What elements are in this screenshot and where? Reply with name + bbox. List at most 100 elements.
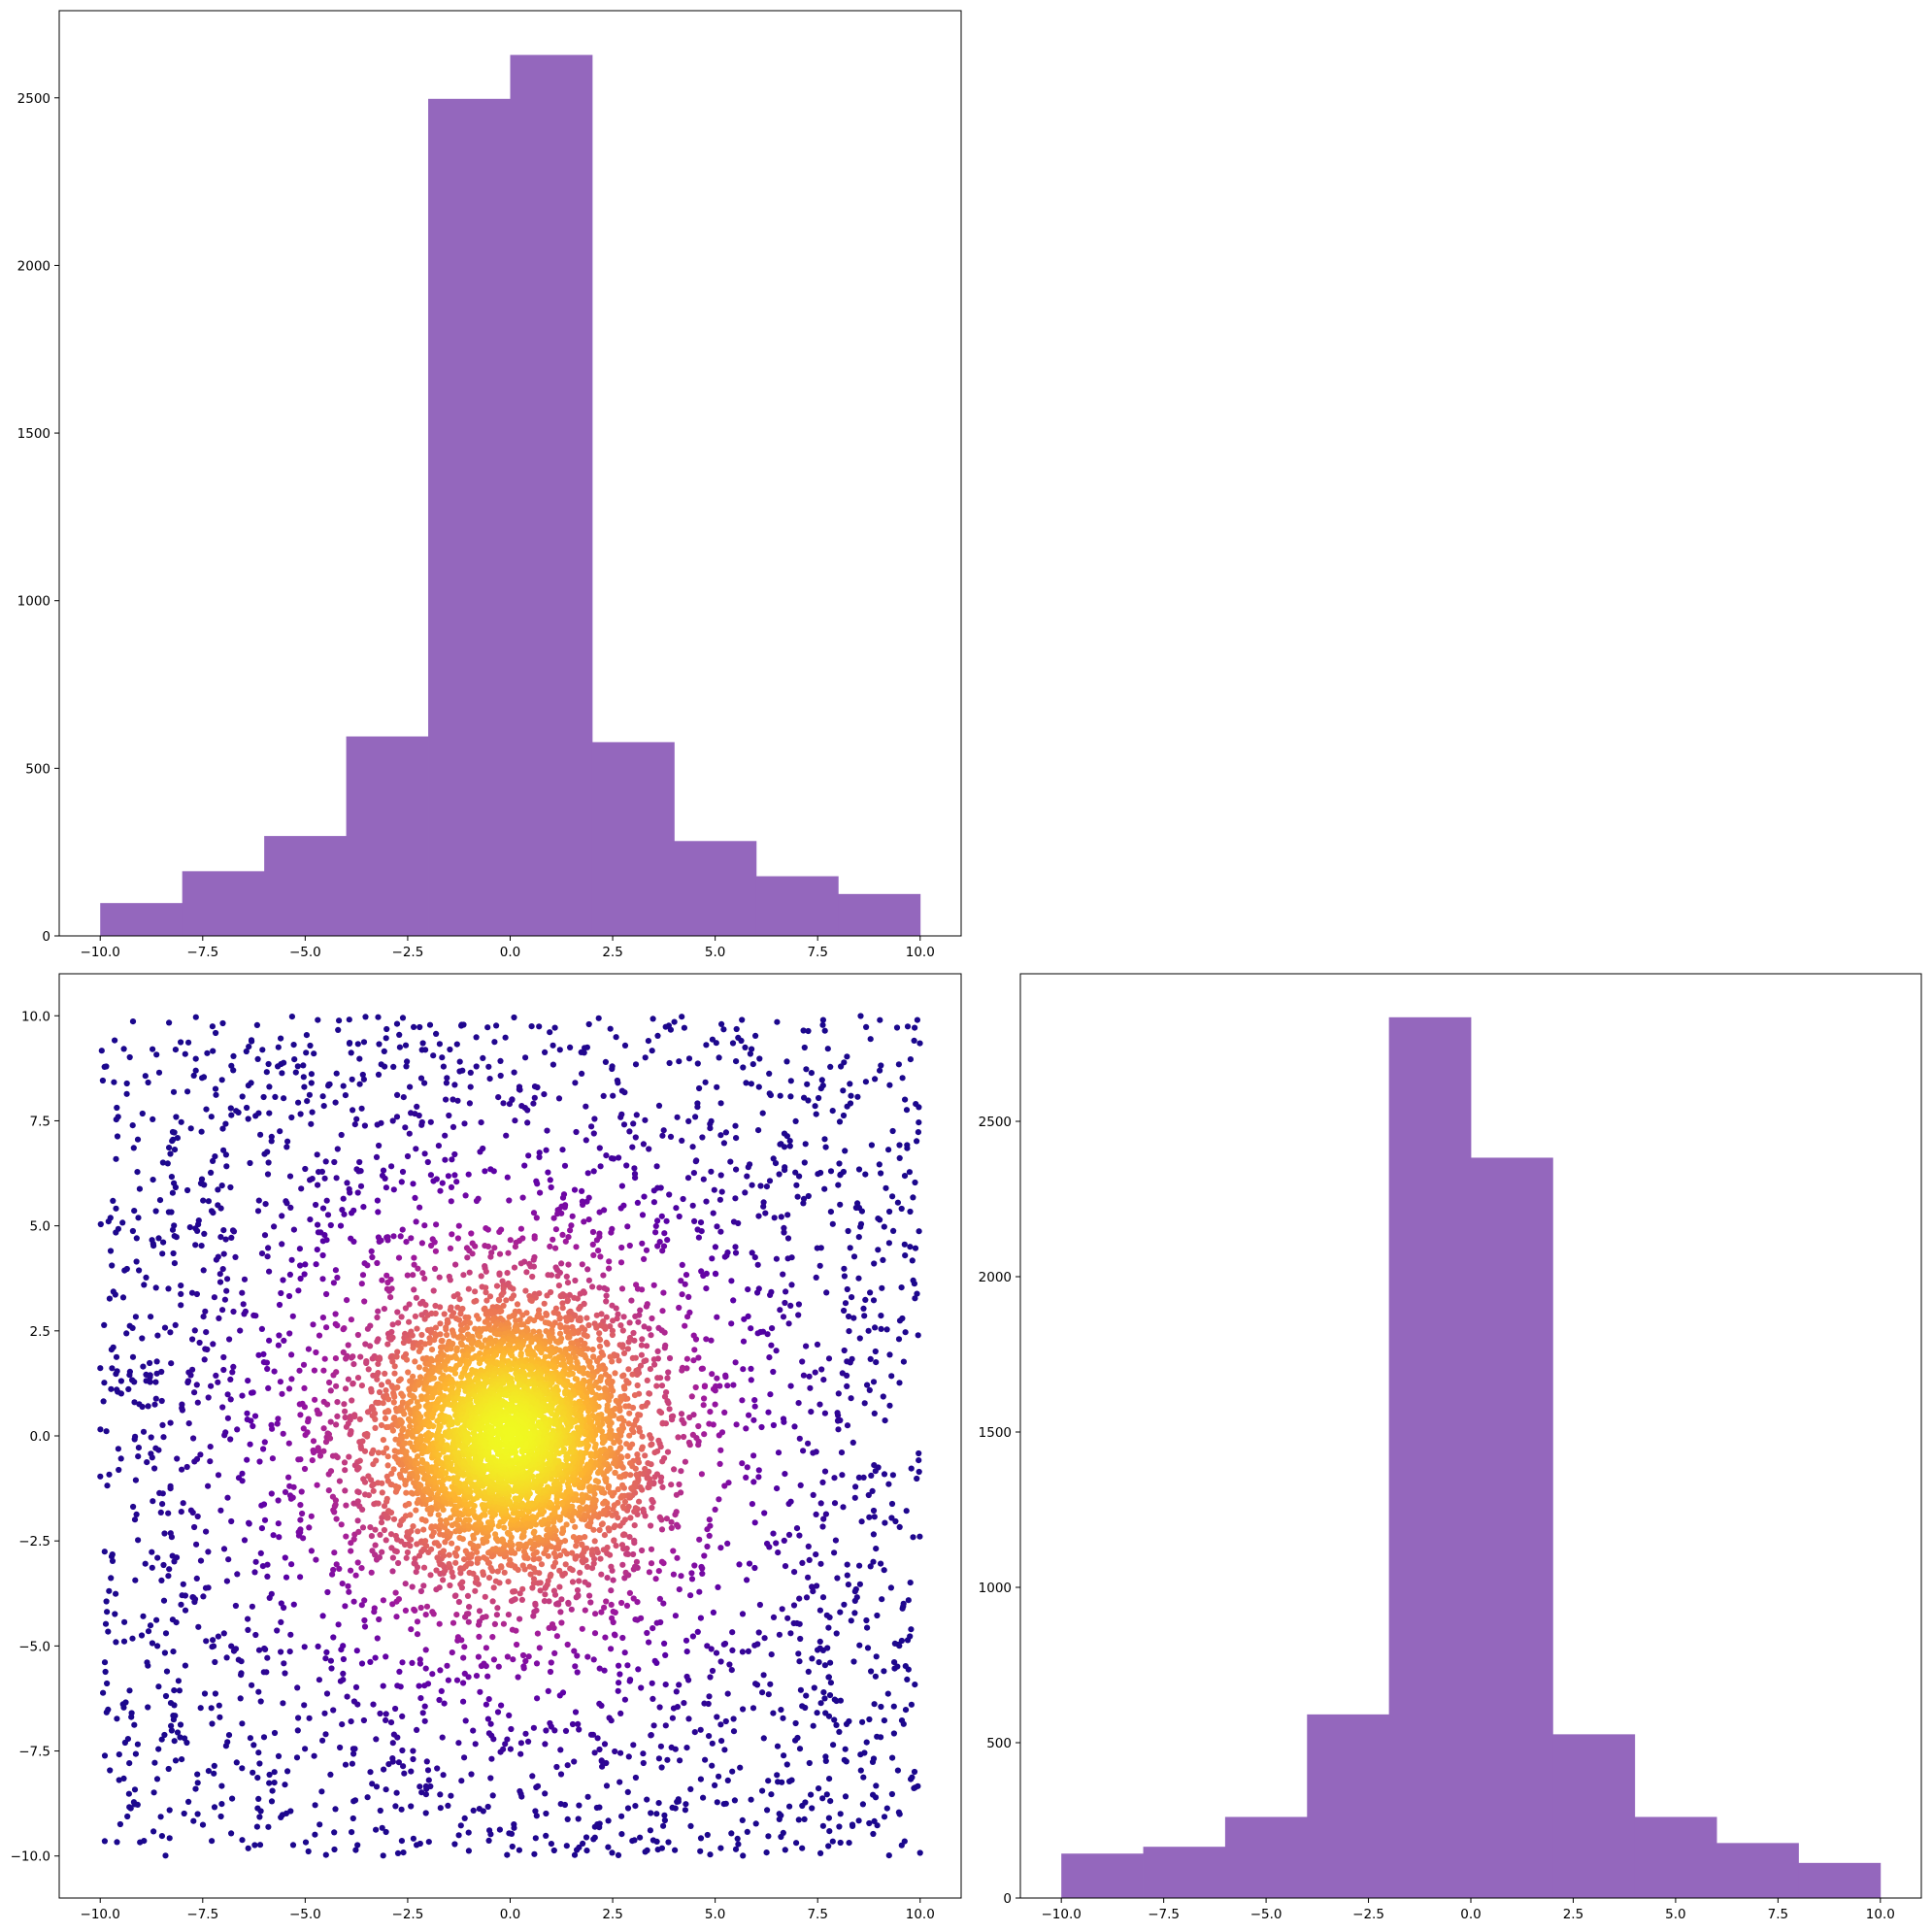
scatter-point	[239, 1837, 246, 1844]
scatter-point	[679, 1014, 685, 1020]
scatter-point	[398, 1179, 405, 1185]
scatter-point	[690, 1357, 697, 1364]
scatter-point	[547, 1338, 553, 1346]
scatter-point	[650, 1016, 656, 1022]
scatter-point	[891, 1640, 899, 1647]
scatter-point	[313, 1261, 319, 1268]
scatter-point	[697, 1776, 705, 1782]
scatter-point	[837, 1172, 844, 1179]
scatter-point	[629, 1354, 636, 1361]
scatter-point	[604, 1467, 611, 1475]
scatter-point	[335, 1026, 342, 1033]
scatter-point	[392, 1589, 399, 1596]
scatter-point	[529, 1273, 536, 1281]
scatter-point	[617, 1114, 624, 1120]
scatter-point	[215, 1253, 221, 1260]
scatter-point	[698, 1365, 705, 1372]
scatter-point	[743, 1425, 749, 1432]
scatter-point	[882, 1519, 888, 1526]
scatter-point	[107, 1248, 115, 1254]
scatter-point	[619, 1373, 626, 1380]
scatter-point	[160, 1239, 167, 1246]
scatter-point	[659, 1308, 666, 1315]
scatter-point	[193, 1382, 200, 1388]
scatter-point	[215, 1379, 221, 1385]
scatter-point	[664, 1449, 672, 1455]
scatter-point	[440, 1772, 447, 1779]
scatter-point	[818, 1366, 825, 1373]
scatter-point	[585, 1321, 592, 1329]
scatter-point	[308, 1548, 315, 1554]
scatter-point	[380, 1682, 386, 1689]
scatter-point	[421, 1275, 428, 1282]
scatter-point	[701, 1395, 708, 1402]
scatter-point	[450, 1096, 456, 1103]
scatter-point	[587, 1731, 595, 1738]
scatter-point	[535, 1580, 542, 1586]
scatter-point	[561, 1204, 568, 1211]
scatter-point	[301, 1384, 308, 1391]
scatter-point	[526, 1563, 533, 1570]
scatter-point	[240, 1301, 247, 1308]
scatter-point	[468, 1230, 475, 1237]
scatter-point	[916, 1849, 923, 1856]
scatter-point	[739, 1611, 747, 1617]
scatter-point	[360, 1039, 368, 1046]
scatter-point	[227, 1183, 234, 1191]
scatter-point	[235, 1109, 242, 1116]
scatter-point	[896, 1154, 903, 1161]
scatter-point	[239, 1765, 246, 1772]
scatter-point	[373, 1826, 380, 1833]
scatter-point	[489, 1634, 496, 1641]
scatter-point	[839, 1472, 846, 1479]
scatter-point	[379, 1489, 385, 1496]
scatter-point	[209, 1720, 216, 1727]
scatter-point	[568, 1222, 575, 1229]
scatter-point	[250, 1422, 256, 1430]
scatter-point	[516, 1086, 523, 1093]
scatter-point	[670, 1548, 677, 1554]
scatter-point	[856, 1642, 863, 1649]
scatter-point	[437, 1331, 444, 1338]
scatter-point	[369, 1253, 376, 1261]
scatter-point	[381, 1306, 387, 1313]
scatter-point	[356, 1158, 363, 1166]
scatter-point	[217, 1234, 224, 1241]
scatter-point	[658, 1526, 666, 1533]
scatter-point	[783, 1288, 789, 1295]
scatter-point	[404, 1058, 411, 1065]
scatter-point	[537, 1189, 544, 1196]
scatter-point	[194, 1811, 201, 1817]
scatter-point	[201, 1182, 208, 1188]
scatter-point	[316, 1452, 324, 1459]
scatter-point	[829, 1108, 836, 1115]
scatter-point	[616, 1357, 622, 1364]
scatter-point	[658, 1764, 665, 1771]
scatter-point	[609, 1331, 616, 1339]
scatter-point	[392, 1803, 399, 1810]
scatter-point	[568, 1606, 575, 1613]
scatter-point	[341, 1459, 349, 1466]
scatter-point	[350, 1815, 356, 1822]
scatter-point	[646, 1325, 652, 1332]
scatter-point	[409, 1583, 416, 1590]
scatter-point	[350, 1598, 357, 1605]
scatter-point	[648, 1810, 654, 1816]
scatter-point	[341, 1401, 348, 1408]
scatter-point	[709, 1762, 716, 1769]
scatter-point	[437, 1516, 444, 1524]
scatter-point	[528, 1297, 535, 1304]
scatter-point	[551, 1559, 559, 1566]
scatter-point	[619, 1482, 626, 1488]
scatter-point	[455, 1516, 463, 1523]
scatter-point	[389, 1427, 396, 1434]
scatter-point	[585, 1020, 592, 1028]
scatter-point	[676, 1682, 683, 1688]
scatter-point	[114, 1368, 120, 1375]
scatter-point	[375, 1360, 382, 1367]
scatter-point	[314, 1482, 320, 1488]
scatter-point	[662, 1023, 669, 1030]
scatter-point	[617, 1749, 624, 1756]
scatter-point	[352, 1683, 360, 1690]
scatter-point	[365, 1366, 372, 1373]
